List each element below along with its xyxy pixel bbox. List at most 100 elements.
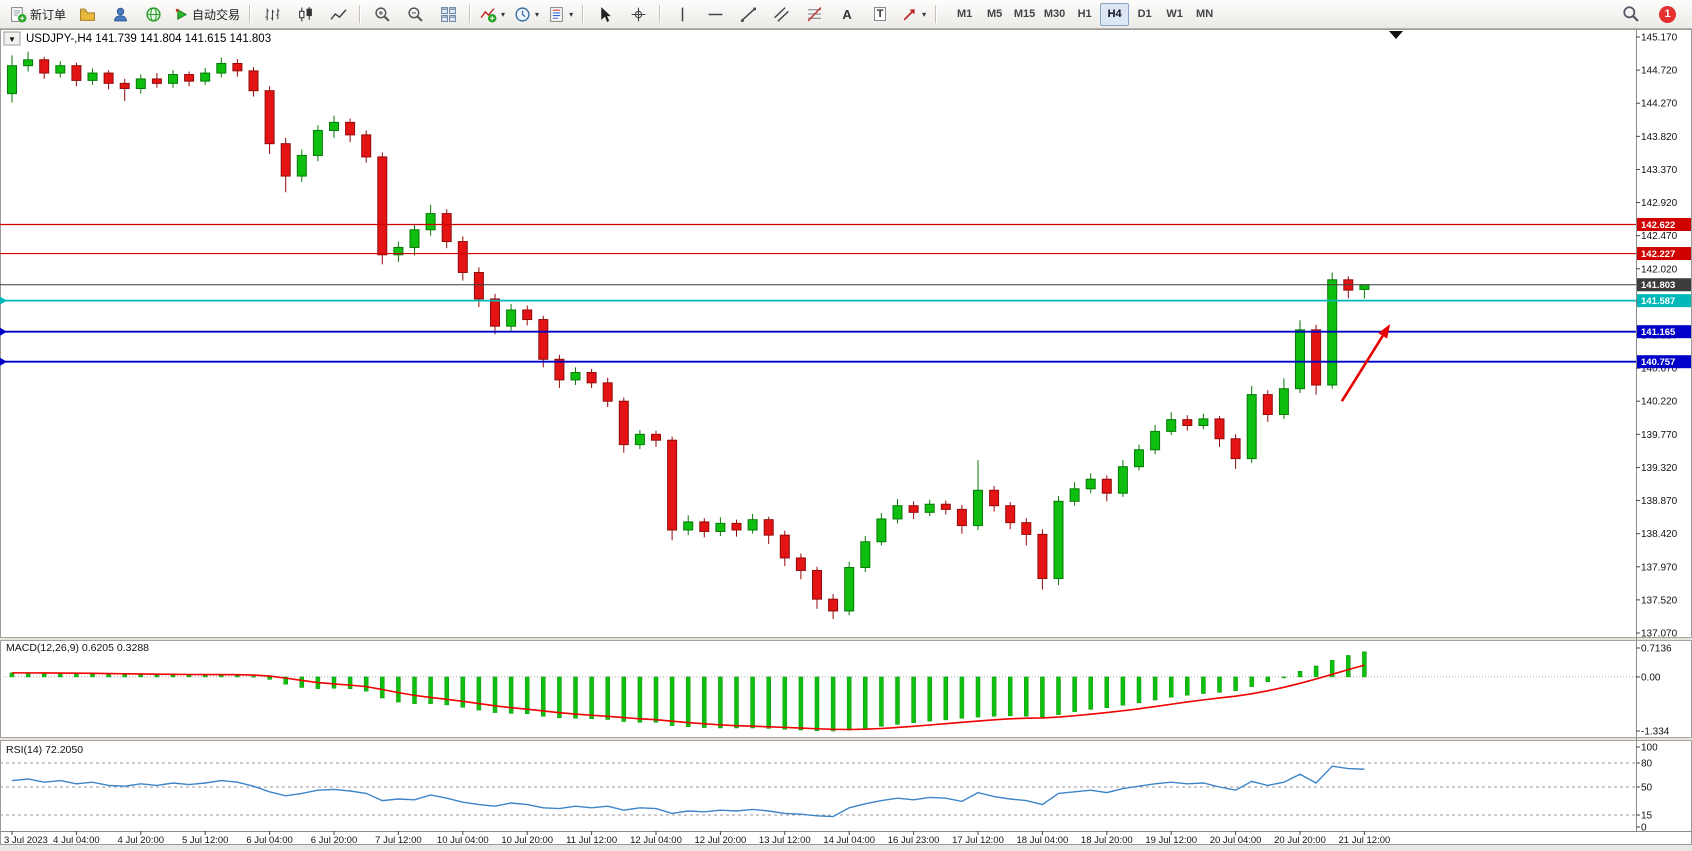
macd-histogram-bar	[669, 676, 675, 726]
svg-text:141.165: 141.165	[1641, 327, 1676, 338]
zoom-out-button[interactable]	[399, 1, 431, 27]
notification-badge[interactable]: 1	[1659, 5, 1676, 23]
accounts-button[interactable]	[104, 1, 136, 27]
profile-icon	[79, 8, 95, 21]
time-tick-label: 3 Jul 2023	[4, 835, 48, 846]
macd-histogram-bar	[959, 676, 965, 719]
vertical-line-button[interactable]	[666, 1, 698, 27]
cursor-button[interactable]	[589, 1, 621, 27]
price-chart[interactable]: 145.170 144.720 144.270 143.820 143.370 142.9…	[0, 29, 1692, 851]
macd-histogram-bar	[1088, 676, 1093, 710]
chevron-down-icon: ▾	[535, 9, 540, 19]
candle	[844, 567, 855, 612]
candle	[296, 154, 307, 177]
chevron-down-icon: ▾	[922, 9, 927, 19]
price-tick-label: 142.020	[1641, 264, 1678, 275]
candlestick-chart-button[interactable]	[289, 1, 321, 27]
timeframe-m1-button[interactable]: M1	[956, 8, 973, 20]
pane-divider[interactable]	[0, 737, 1692, 741]
crosshair-button[interactable]	[622, 1, 654, 27]
algo-trading-button[interactable]: 自动交易	[170, 1, 244, 27]
indicators-icon	[480, 7, 497, 22]
candle	[1053, 500, 1064, 580]
arrows-button[interactable]: ▾	[897, 1, 930, 27]
time-tick-label: 20 Jul 04:00	[1210, 835, 1262, 846]
candle	[715, 522, 726, 532]
timeframe-h1-button[interactable]: H1	[1077, 8, 1092, 20]
time-tick-label: 20 Jul 20:00	[1274, 835, 1326, 846]
trend-arrow-annotation[interactable]	[1340, 323, 1391, 402]
timeframe-d1-button[interactable]: D1	[1137, 8, 1152, 20]
macd-histogram-bar	[943, 676, 949, 721]
macd-histogram-bar	[154, 674, 160, 678]
toolbar-right-group: 1	[1615, 1, 1686, 27]
price-tick-label: 144.270	[1641, 99, 1678, 110]
line-chart-button[interactable]	[322, 1, 354, 27]
text-button[interactable]: A	[831, 1, 863, 27]
zoom-in-button[interactable]	[366, 1, 398, 27]
chart-menu-button[interactable]: ▼	[3, 31, 21, 46]
price-tick-label: 143.370	[1641, 165, 1678, 176]
timeframe-mn-button[interactable]: MN	[1196, 8, 1214, 20]
tile-windows-button[interactable]	[432, 1, 464, 27]
candle	[1117, 466, 1128, 494]
macd-tick-label: 0.00	[1641, 672, 1661, 683]
macd-histogram-bar	[122, 674, 127, 678]
candle	[200, 72, 211, 82]
svg-text:141.803: 141.803	[1641, 280, 1675, 291]
toolbar-separator	[469, 5, 472, 23]
bars-chart-button[interactable]	[256, 1, 288, 27]
new-order-button[interactable]: 新订单	[6, 1, 70, 27]
candle	[924, 503, 935, 513]
price-level-badge: 141.803	[1637, 278, 1691, 292]
candle	[1101, 478, 1112, 494]
pane-divider[interactable]	[0, 637, 1692, 641]
candle	[1262, 394, 1273, 415]
candle	[409, 229, 420, 248]
svg-text:142.622: 142.622	[1641, 220, 1675, 231]
chevron-down-icon: ▾	[569, 9, 574, 19]
level-left-marker	[0, 357, 7, 366]
candle	[1230, 438, 1241, 460]
macd-histogram-bar	[1152, 676, 1158, 701]
timeframe-w1-button[interactable]: W1	[1166, 8, 1183, 20]
macd-histogram-bar	[685, 676, 691, 728]
crosshair-icon	[631, 7, 645, 21]
macd-histogram-bar	[428, 676, 433, 704]
channel-button[interactable]	[765, 1, 797, 27]
timeframe-m30-button[interactable]: M30	[1043, 8, 1066, 20]
timeframe-m15-button[interactable]: M15	[1013, 8, 1036, 20]
trendline-button[interactable]	[732, 1, 764, 27]
candle	[280, 143, 291, 177]
line-chart-icon	[330, 8, 347, 20]
timeframe-h4-button[interactable]: H4	[1100, 2, 1130, 26]
horizontal-line-button[interactable]	[699, 1, 731, 27]
label-tool-glyph: T	[873, 7, 887, 21]
indicators-button[interactable]: ▾	[476, 1, 509, 27]
candle	[634, 433, 645, 446]
candle	[1166, 419, 1177, 432]
macd-histogram-bar	[927, 676, 932, 722]
search-button[interactable]	[1615, 1, 1647, 27]
templates-button[interactable]: ▾	[544, 1, 577, 27]
market-watch-button[interactable]	[137, 1, 169, 27]
candle	[554, 358, 565, 381]
candlestick-chart-icon	[298, 6, 312, 21]
candle	[1359, 284, 1370, 290]
macd-histogram-bar	[975, 676, 981, 718]
chart-shift-marker[interactable]	[1389, 31, 1403, 39]
price-tick-label: 139.320	[1641, 463, 1678, 474]
periods-button[interactable]: ▾	[510, 1, 543, 27]
timeframe-m5-button[interactable]: M5	[986, 8, 1003, 20]
label-button[interactable]: T	[864, 1, 896, 27]
candle	[828, 598, 839, 612]
macd-histogram-bar	[444, 676, 449, 706]
macd-histogram-bar	[734, 676, 739, 729]
svg-text:140.757: 140.757	[1641, 357, 1675, 368]
time-axis[interactable]: 3 Jul 2023 4 Jul 04:00 4 Jul 20:00 5 Jul 12…	[4, 831, 1390, 846]
candle	[1085, 478, 1096, 490]
candle	[956, 508, 967, 527]
macd-histogram-bar	[331, 676, 337, 689]
profile-button[interactable]	[71, 1, 103, 27]
fibonacci-button[interactable]	[798, 1, 830, 27]
